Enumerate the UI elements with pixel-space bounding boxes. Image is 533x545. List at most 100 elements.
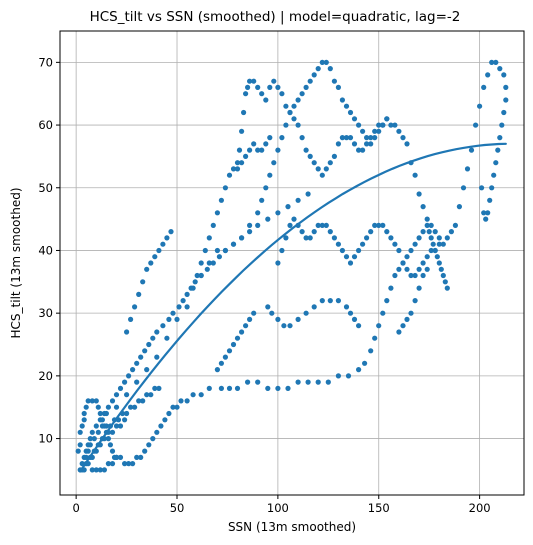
x-tick-label: 100 bbox=[267, 501, 289, 515]
data-point bbox=[134, 454, 140, 460]
data-point bbox=[265, 304, 271, 310]
data-point bbox=[347, 260, 354, 266]
data-point bbox=[376, 323, 382, 329]
data-point bbox=[279, 247, 285, 254]
data-point bbox=[408, 272, 414, 279]
data-point bbox=[315, 66, 321, 72]
data-point bbox=[222, 185, 228, 191]
data-point bbox=[239, 235, 245, 241]
data-point bbox=[245, 379, 251, 385]
data-point bbox=[79, 423, 85, 429]
data-point bbox=[384, 229, 390, 235]
data-point bbox=[400, 260, 406, 266]
data-point bbox=[295, 379, 301, 385]
data-point bbox=[311, 229, 317, 235]
data-point bbox=[404, 266, 410, 272]
data-point bbox=[87, 436, 93, 442]
data-point bbox=[396, 329, 402, 335]
data-point bbox=[372, 335, 378, 341]
data-point bbox=[392, 241, 398, 247]
data-point bbox=[420, 260, 426, 266]
data-point bbox=[255, 210, 261, 216]
data-point bbox=[152, 385, 158, 391]
data-point bbox=[255, 147, 261, 153]
data-point bbox=[113, 392, 120, 398]
data-point bbox=[396, 266, 402, 272]
data-point bbox=[89, 429, 95, 435]
data-point bbox=[345, 373, 352, 379]
data-point bbox=[485, 72, 491, 78]
data-point bbox=[239, 160, 245, 166]
data-point bbox=[356, 247, 362, 254]
data-point bbox=[202, 247, 208, 254]
data-point bbox=[247, 316, 253, 322]
data-point bbox=[214, 367, 220, 373]
data-point bbox=[128, 404, 134, 410]
data-point bbox=[275, 147, 281, 153]
data-point bbox=[184, 291, 190, 297]
data-point bbox=[176, 304, 182, 310]
data-point bbox=[424, 254, 430, 260]
data-point bbox=[464, 166, 471, 172]
data-point bbox=[351, 254, 358, 260]
data-point bbox=[481, 210, 487, 216]
data-point bbox=[142, 448, 148, 454]
data-point bbox=[299, 91, 305, 97]
data-point bbox=[234, 385, 241, 391]
data-point bbox=[436, 235, 442, 241]
data-point bbox=[489, 185, 495, 191]
data-point bbox=[180, 298, 186, 304]
data-point bbox=[495, 147, 501, 153]
data-point bbox=[255, 222, 261, 228]
data-point bbox=[339, 135, 345, 141]
data-point bbox=[440, 272, 446, 279]
data-point bbox=[444, 235, 450, 241]
data-point bbox=[335, 84, 341, 90]
data-point bbox=[396, 247, 402, 254]
data-point bbox=[424, 266, 430, 272]
data-point bbox=[436, 260, 442, 266]
data-point bbox=[174, 316, 180, 322]
data-point bbox=[295, 197, 301, 203]
data-point bbox=[412, 298, 418, 304]
data-point bbox=[416, 235, 422, 241]
data-point bbox=[144, 266, 150, 272]
data-point bbox=[265, 385, 271, 391]
data-point bbox=[408, 310, 414, 316]
plot-frame bbox=[59, 30, 525, 496]
data-point bbox=[416, 285, 422, 291]
data-point bbox=[434, 254, 440, 260]
data-point bbox=[93, 398, 99, 404]
data-point bbox=[75, 448, 81, 454]
data-point bbox=[388, 122, 394, 128]
data-point bbox=[380, 222, 386, 228]
data-point bbox=[327, 160, 333, 166]
data-point bbox=[404, 316, 410, 322]
data-point bbox=[101, 467, 107, 473]
data-point bbox=[305, 191, 311, 197]
data-point bbox=[275, 260, 281, 266]
data-point bbox=[315, 166, 321, 172]
data-point bbox=[269, 310, 275, 316]
data-point bbox=[198, 392, 204, 398]
data-point bbox=[164, 235, 170, 241]
data-point bbox=[226, 348, 233, 354]
data-point bbox=[81, 417, 87, 423]
data-point bbox=[206, 235, 212, 241]
data-point bbox=[226, 172, 233, 178]
data-point bbox=[351, 316, 358, 322]
data-point bbox=[315, 379, 321, 385]
data-point bbox=[497, 135, 503, 141]
data-point bbox=[460, 185, 467, 191]
data-point bbox=[430, 241, 436, 247]
data-point bbox=[368, 135, 374, 141]
data-point bbox=[168, 229, 174, 235]
data-point bbox=[210, 222, 216, 228]
data-point bbox=[134, 379, 140, 385]
data-point bbox=[267, 84, 273, 90]
data-point bbox=[303, 84, 309, 90]
data-point bbox=[126, 373, 132, 379]
data-point bbox=[103, 410, 109, 417]
data-point bbox=[93, 467, 99, 473]
data-point bbox=[416, 191, 422, 197]
